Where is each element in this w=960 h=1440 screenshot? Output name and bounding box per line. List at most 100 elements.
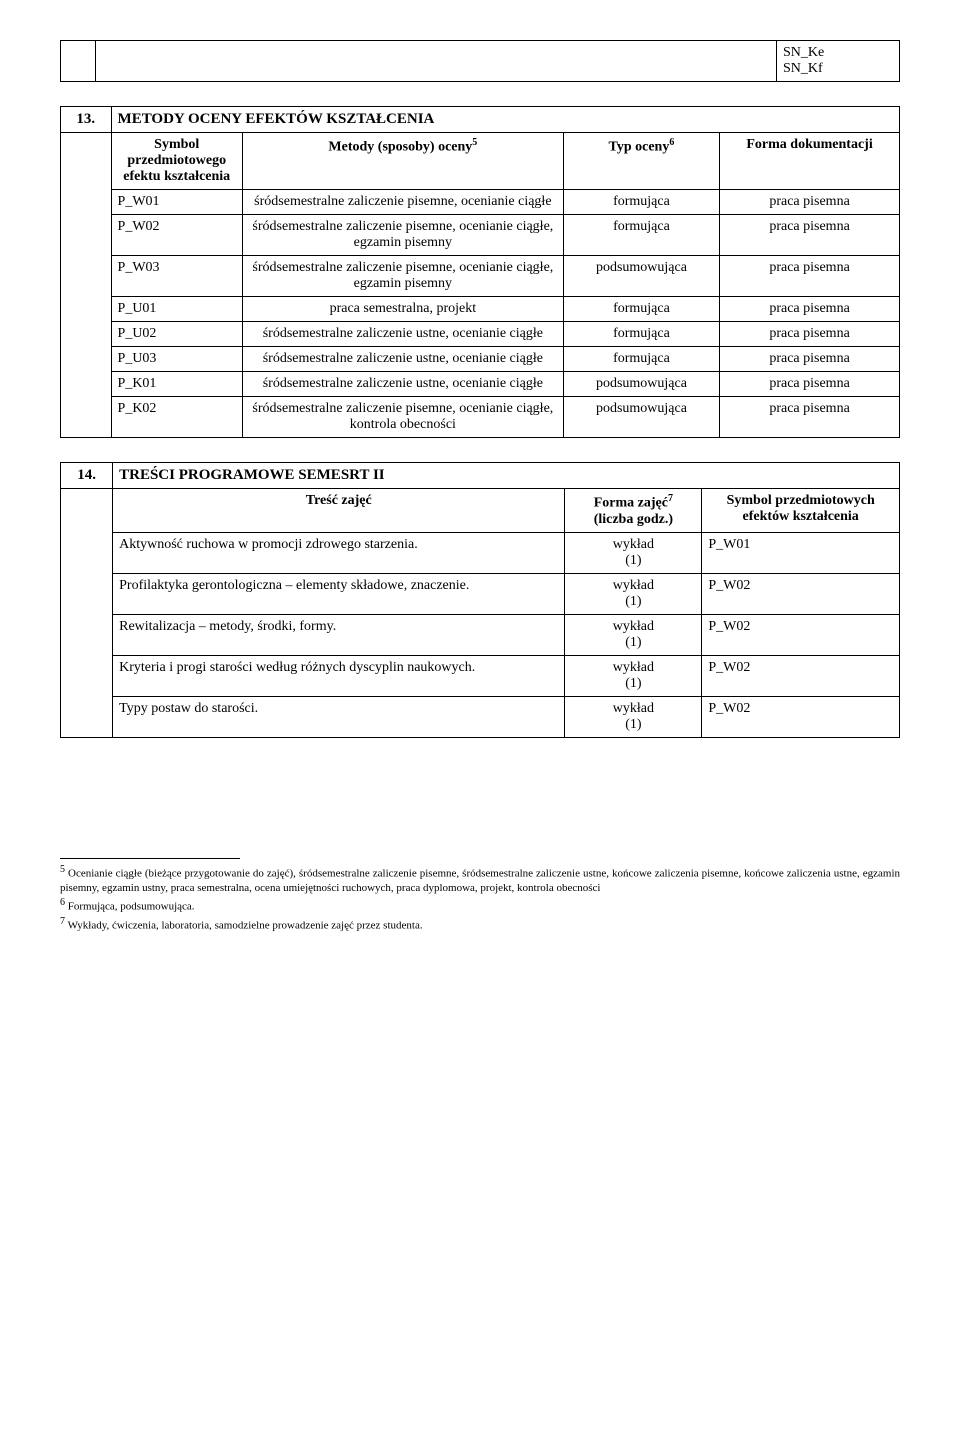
cell-sym: P_W02: [702, 696, 900, 737]
cell-method: śródsemestralne zaliczenie pisemne, ocen…: [242, 256, 563, 297]
col14-form-header-text: Forma zajęć: [594, 496, 668, 511]
header-cell-empty-1: [61, 41, 96, 82]
footnote-5: 5 Ocenianie ciągłe (bieżące przygotowani…: [60, 863, 900, 896]
cell-hours: (1): [625, 717, 641, 732]
section-13-number: 13.: [61, 107, 112, 133]
header-code-1: SN_Ke: [783, 45, 893, 61]
col14-symbol-header: Symbol przedmiotowych efektów kształceni…: [702, 489, 900, 533]
table-row: Aktywność ruchowa w promocji zdrowego st…: [61, 532, 900, 573]
cell-hours: (1): [625, 635, 641, 650]
cell-form: praca pisemna: [720, 256, 900, 297]
cell-form: praca pisemna: [720, 297, 900, 322]
section-14-title: TREŚCI PROGRAMOWE SEMESRT II: [113, 463, 900, 489]
cell-sym: P_U01: [111, 297, 242, 322]
cell-content: Typy postaw do starości.: [113, 696, 565, 737]
table-row: P_K02 śródsemestralne zaliczenie pisemne…: [61, 397, 900, 438]
cell-content: Rewitalizacja – metody, środki, formy.: [113, 614, 565, 655]
cell-hours: (1): [625, 676, 641, 691]
header-small-table: SN_Ke SN_Kf: [60, 40, 900, 82]
col-type-header: Typ oceny6: [563, 133, 719, 190]
cell-method: śródsemestralne zaliczenie ustne, ocenia…: [242, 372, 563, 397]
col14-form-header: Forma zajęć7 (liczba godz.): [565, 489, 702, 533]
cell-form: wykład (1): [565, 573, 702, 614]
footnote-5-text: Ocenianie ciągłe (bieżące przygotowanie …: [60, 867, 900, 894]
cell-type: formująca: [563, 297, 719, 322]
cell-type: formująca: [563, 347, 719, 372]
footnote-6-text: Formująca, podsumowująca.: [68, 901, 195, 913]
table-row: P_K01 śródsemestralne zaliczenie ustne, …: [61, 372, 900, 397]
cell-sym: P_W02: [111, 215, 242, 256]
cell-form: wykład (1): [565, 614, 702, 655]
col-type-header-text: Typ oceny: [609, 140, 670, 155]
cell-sym: P_W02: [702, 614, 900, 655]
col14-symbol-header-text: Symbol przedmiotowych efektów kształceni…: [727, 493, 875, 524]
header-cell-empty-2: [96, 41, 777, 82]
cell-method: śródsemestralne zaliczenie ustne, ocenia…: [242, 347, 563, 372]
cell-type: podsumowująca: [563, 372, 719, 397]
col-methods-header-text: Metody (sposoby) oceny: [328, 140, 472, 155]
table-row: Kryteria i progi starości według różnych…: [61, 655, 900, 696]
table-row: P_U01 praca semestralna, projekt formują…: [61, 297, 900, 322]
cell-form: wykład (1): [565, 696, 702, 737]
cell-sym: P_U03: [111, 347, 242, 372]
table-row: P_W02 śródsemestralne zaliczenie pisemne…: [61, 215, 900, 256]
header-cell-codes: SN_Ke SN_Kf: [777, 41, 900, 82]
col-methods-super: 5: [472, 137, 477, 148]
cell-form: wykład (1): [565, 655, 702, 696]
footnote-6: 6 Formująca, podsumowująca.: [60, 896, 900, 915]
table-row: Rewitalizacja – metody, środki, formy. w…: [61, 614, 900, 655]
cell-type: podsumowująca: [563, 397, 719, 438]
table-row: Profilaktyka gerontologiczna – elementy …: [61, 573, 900, 614]
cell-method: śródsemestralne zaliczenie pisemne, ocen…: [242, 215, 563, 256]
cell-type: formująca: [563, 215, 719, 256]
cell-form: praca pisemna: [720, 347, 900, 372]
col-methods-header: Metody (sposoby) oceny5: [242, 133, 563, 190]
table-row: P_U02 śródsemestralne zaliczenie ustne, …: [61, 322, 900, 347]
cell-sym: P_W01: [702, 532, 900, 573]
cell-sym: P_U02: [111, 322, 242, 347]
cell-form-label: wykład: [613, 619, 654, 634]
cell-method: śródsemestralne zaliczenie pisemne, ocen…: [242, 190, 563, 215]
cell-form: praca pisemna: [720, 397, 900, 438]
footnote-separator: [60, 858, 240, 859]
cell-content: Kryteria i progi starości według różnych…: [113, 655, 565, 696]
cell-form: wykład (1): [565, 532, 702, 573]
table-row: P_W01 śródsemestralne zaliczenie pisemne…: [61, 190, 900, 215]
cell-sym: P_K02: [111, 397, 242, 438]
section-13-table: 13. METODY OCENY EFEKTÓW KSZTAŁCENIA Sym…: [60, 106, 900, 438]
col-form-header-text: Forma dokumentacji: [746, 137, 872, 152]
cell-type: podsumowująca: [563, 256, 719, 297]
footnote-7-text: Wykłady, ćwiczenia, laboratoria, samodzi…: [68, 919, 423, 931]
cell-content: Profilaktyka gerontologiczna – elementy …: [113, 573, 565, 614]
table-row: P_W03 śródsemestralne zaliczenie pisemne…: [61, 256, 900, 297]
cell-form: praca pisemna: [720, 322, 900, 347]
section-13-title: METODY OCENY EFEKTÓW KSZTAŁCENIA: [111, 107, 899, 133]
col-type-super: 6: [669, 137, 674, 148]
section-13-left-gutter: [61, 133, 112, 438]
table-row: Typy postaw do starości. wykład (1) P_W0…: [61, 696, 900, 737]
cell-form-label: wykład: [613, 537, 654, 552]
cell-form-label: wykład: [613, 578, 654, 593]
col-symbol-header: Symbol przedmiotowego efektu kształcenia: [111, 133, 242, 190]
section-14-table: 14. TREŚCI PROGRAMOWE SEMESRT II Treść z…: [60, 462, 900, 738]
cell-form: praca pisemna: [720, 372, 900, 397]
table-row: P_U03 śródsemestralne zaliczenie ustne, …: [61, 347, 900, 372]
cell-method: praca semestralna, projekt: [242, 297, 563, 322]
cell-type: formująca: [563, 190, 719, 215]
col14-hours-header-text: (liczba godz.): [594, 512, 673, 527]
cell-sym: P_W01: [111, 190, 242, 215]
col14-content-header: Treść zajęć: [113, 489, 565, 533]
cell-sym: P_K01: [111, 372, 242, 397]
cell-form: praca pisemna: [720, 190, 900, 215]
footnote-7: 7 Wykłady, ćwiczenia, laboratoria, samod…: [60, 915, 900, 934]
cell-form: praca pisemna: [720, 215, 900, 256]
col14-form-super: 7: [668, 493, 673, 504]
footnotes-block: 5 Ocenianie ciągłe (bieżące przygotowani…: [60, 863, 900, 933]
col-form-header: Forma dokumentacji: [720, 133, 900, 190]
cell-hours: (1): [625, 553, 641, 568]
header-code-2: SN_Kf: [783, 61, 893, 77]
cell-content: Aktywność ruchowa w promocji zdrowego st…: [113, 532, 565, 573]
cell-hours: (1): [625, 594, 641, 609]
cell-method: śródsemestralne zaliczenie ustne, ocenia…: [242, 322, 563, 347]
cell-method: śródsemestralne zaliczenie pisemne, ocen…: [242, 397, 563, 438]
